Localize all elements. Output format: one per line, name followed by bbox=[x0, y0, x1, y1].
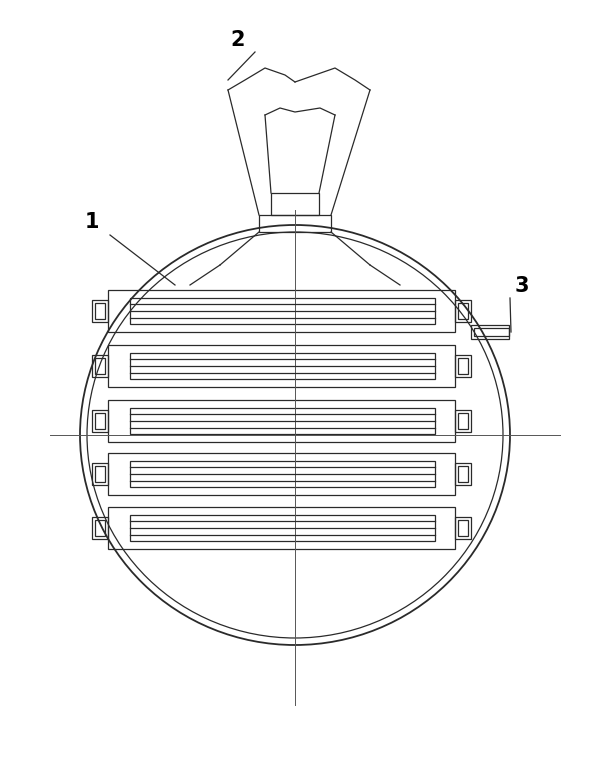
Bar bbox=[458, 358, 468, 374]
Text: 1: 1 bbox=[85, 212, 99, 232]
Bar bbox=[455, 300, 471, 322]
Bar bbox=[458, 303, 468, 319]
Bar bbox=[130, 408, 435, 434]
Bar bbox=[95, 358, 105, 374]
Bar bbox=[92, 355, 108, 377]
Bar bbox=[130, 515, 435, 541]
Bar bbox=[471, 325, 509, 339]
Bar bbox=[108, 400, 455, 442]
Bar bbox=[130, 461, 435, 487]
Bar bbox=[130, 353, 435, 379]
Bar bbox=[95, 303, 105, 319]
Text: 3: 3 bbox=[515, 276, 529, 296]
Bar bbox=[458, 466, 468, 482]
Bar bbox=[271, 193, 319, 215]
Text: 2: 2 bbox=[231, 30, 245, 50]
Bar bbox=[108, 290, 455, 332]
Bar bbox=[92, 300, 108, 322]
Bar bbox=[92, 463, 108, 485]
Bar bbox=[474, 328, 509, 336]
Bar bbox=[108, 507, 455, 549]
Bar bbox=[455, 355, 471, 377]
Bar bbox=[95, 413, 105, 429]
Bar bbox=[259, 215, 331, 232]
Bar bbox=[92, 410, 108, 432]
Bar bbox=[108, 453, 455, 495]
Bar bbox=[95, 466, 105, 482]
Bar bbox=[130, 298, 435, 324]
Bar bbox=[455, 410, 471, 432]
Bar bbox=[92, 517, 108, 539]
Bar bbox=[95, 520, 105, 536]
Bar bbox=[455, 517, 471, 539]
Bar bbox=[458, 413, 468, 429]
Bar bbox=[458, 520, 468, 536]
Bar bbox=[108, 345, 455, 387]
Bar bbox=[455, 463, 471, 485]
